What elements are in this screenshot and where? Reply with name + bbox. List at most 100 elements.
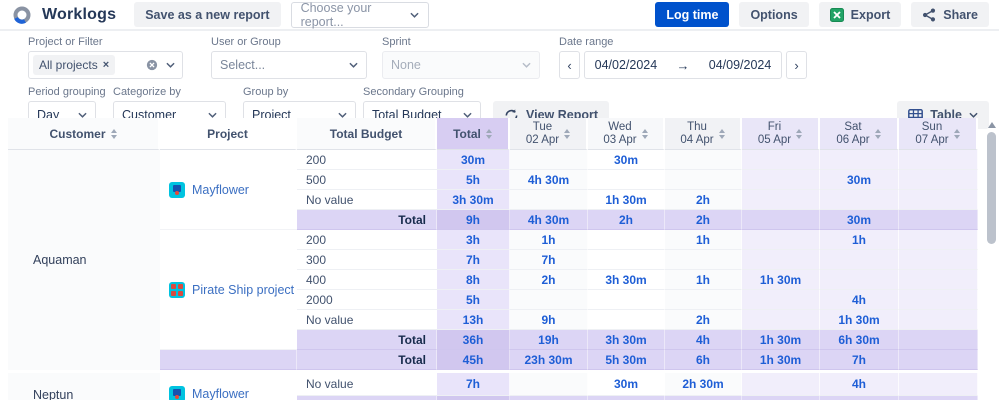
day-cell-tue: 2h	[510, 270, 588, 290]
day-cell-wed: 3h 30m	[588, 270, 665, 290]
day-cell-wed: 30m	[588, 150, 665, 170]
sort-icon[interactable]	[485, 128, 492, 139]
budget-cell: No value	[297, 373, 437, 396]
day-cell-thu	[665, 250, 742, 270]
next-period-button[interactable]: ›	[786, 51, 807, 79]
sort-icon[interactable]	[641, 128, 648, 139]
subtotal-day-cell-thu: 2h	[665, 210, 742, 230]
project-filter-tag[interactable]: All projects ×	[33, 55, 116, 75]
customer-cell: Neptun	[8, 373, 160, 400]
project-filter-combobox[interactable]: All projects ×	[28, 51, 183, 79]
group-total-value-cell: 45h	[437, 350, 510, 370]
subtotal-day-cell-wed: 3h 30m	[588, 330, 665, 350]
budget-cell: 200	[297, 150, 437, 170]
day-cell-tue	[510, 190, 588, 210]
budget-cell: 2000	[297, 290, 437, 310]
project-link[interactable]: Mayflower	[192, 182, 249, 197]
day-cell-sat: 30m	[820, 170, 899, 190]
sort-icon[interactable]	[718, 128, 725, 139]
date-range-label: Date range	[559, 36, 614, 48]
worklog-report-table: Customer Project Total Budget Total Tue 02 Ap…	[0, 118, 999, 400]
column-header-project[interactable]: Project	[160, 118, 297, 150]
sort-icon[interactable]	[953, 128, 960, 139]
column-header-total-budget[interactable]: Total Budget	[297, 118, 437, 150]
day-cell-thu	[665, 150, 742, 170]
day-cell-wed	[588, 290, 665, 310]
clear-filter-icon[interactable]	[146, 59, 158, 71]
group-total-filler-cell	[160, 350, 297, 370]
date-to-value[interactable]: 04/09/2024	[708, 58, 772, 72]
sort-icon[interactable]	[110, 128, 117, 139]
column-header-customer[interactable]: Customer	[8, 118, 160, 150]
day-cell-fri	[742, 373, 820, 396]
column-header-wed[interactable]: Wed 03 Apr	[588, 118, 665, 150]
day-cell-sat	[820, 150, 899, 170]
day-cell-sun	[899, 373, 978, 396]
chevron-down-icon	[522, 62, 531, 68]
sprint-value: None	[391, 58, 421, 72]
day-cell-tue: 9h	[510, 310, 588, 330]
day-cell-wed	[588, 230, 665, 250]
share-button[interactable]: Share	[911, 2, 989, 27]
sort-icon[interactable]	[796, 128, 803, 139]
day-cell-tue	[510, 290, 588, 310]
subtotal-day-cell-thu: 4h	[665, 330, 742, 350]
column-header-total[interactable]: Total	[437, 118, 510, 150]
sort-icon[interactable]	[874, 128, 881, 139]
options-button[interactable]: Options	[739, 2, 809, 27]
day-cell-sun	[899, 170, 978, 190]
page-title: Worklogs	[42, 5, 117, 23]
vertical-scrollbar[interactable]	[985, 120, 998, 400]
day-cell-sat	[820, 270, 899, 290]
subtotal-label-cell	[297, 396, 437, 400]
column-header-tue[interactable]: Tue 02 Apr	[510, 118, 588, 150]
day-cell-sat	[820, 250, 899, 270]
day-cell-tue: 1h	[510, 230, 588, 250]
budget-cell: 300	[297, 250, 437, 270]
scrollbar-up-icon[interactable]	[987, 122, 996, 128]
total-value-cell: 13h	[437, 310, 510, 330]
subtotal-day-cell-wed: 2h	[588, 210, 665, 230]
save-report-button[interactable]: Save as a new report	[134, 2, 281, 27]
subtotal-day-cell-tue: 19h	[510, 330, 588, 350]
report-select[interactable]: Choose your report...	[290, 1, 429, 29]
user-group-select[interactable]: Select...	[211, 51, 367, 79]
user-group-placeholder: Select...	[220, 58, 266, 72]
column-header-sun[interactable]: Sun 07 Apr	[899, 118, 978, 150]
subtotal-day-cell-tue: 4h 30m	[510, 210, 588, 230]
day-cell-thu: 2h	[665, 190, 742, 210]
chevron-down-icon	[78, 112, 87, 118]
subtotal-day-cell-wed	[588, 396, 665, 400]
budget-cell: 500	[297, 170, 437, 190]
log-time-button[interactable]: Log time	[655, 2, 730, 27]
column-header-sat[interactable]: Sat 06 Apr	[820, 118, 899, 150]
column-header-thu[interactable]: Thu 04 Apr	[665, 118, 742, 150]
day-cell-thu: 1h	[665, 230, 742, 250]
filters-row: Project or Filter All projects × User or…	[0, 31, 999, 86]
scrollbar-thumb[interactable]	[987, 132, 996, 244]
project-avatar-mayflower-icon	[169, 386, 185, 400]
date-range-input[interactable]: 04/02/2024 → 04/09/2024	[584, 51, 782, 79]
column-header-fri[interactable]: Fri 05 Apr	[742, 118, 820, 150]
arrow-right-icon: →	[676, 57, 690, 73]
sprint-label: Sprint	[382, 36, 411, 48]
group-total-day-cell-sun	[899, 350, 978, 370]
group-by-label: Group by	[243, 86, 289, 98]
project-link[interactable]: Pirate Ship project	[192, 282, 295, 297]
budget-cell: No value	[297, 310, 437, 330]
export-button[interactable]: Export	[818, 2, 902, 27]
date-from-value[interactable]: 04/02/2024	[594, 58, 658, 72]
remove-tag-icon[interactable]: ×	[102, 59, 110, 71]
project-link[interactable]: Mayflower	[192, 387, 249, 400]
sort-icon[interactable]	[564, 128, 571, 139]
day-cell-sat	[820, 190, 899, 210]
day-cell-fri	[742, 150, 820, 170]
project-cell: Mayflower	[160, 150, 297, 230]
subtotal-day-cell-fri	[742, 210, 820, 230]
day-cell-thu	[665, 170, 742, 190]
previous-period-button[interactable]: ‹	[559, 51, 580, 79]
total-value-cell: 5h	[437, 170, 510, 190]
day-cell-thu	[665, 290, 742, 310]
sprint-select: None	[382, 51, 540, 79]
